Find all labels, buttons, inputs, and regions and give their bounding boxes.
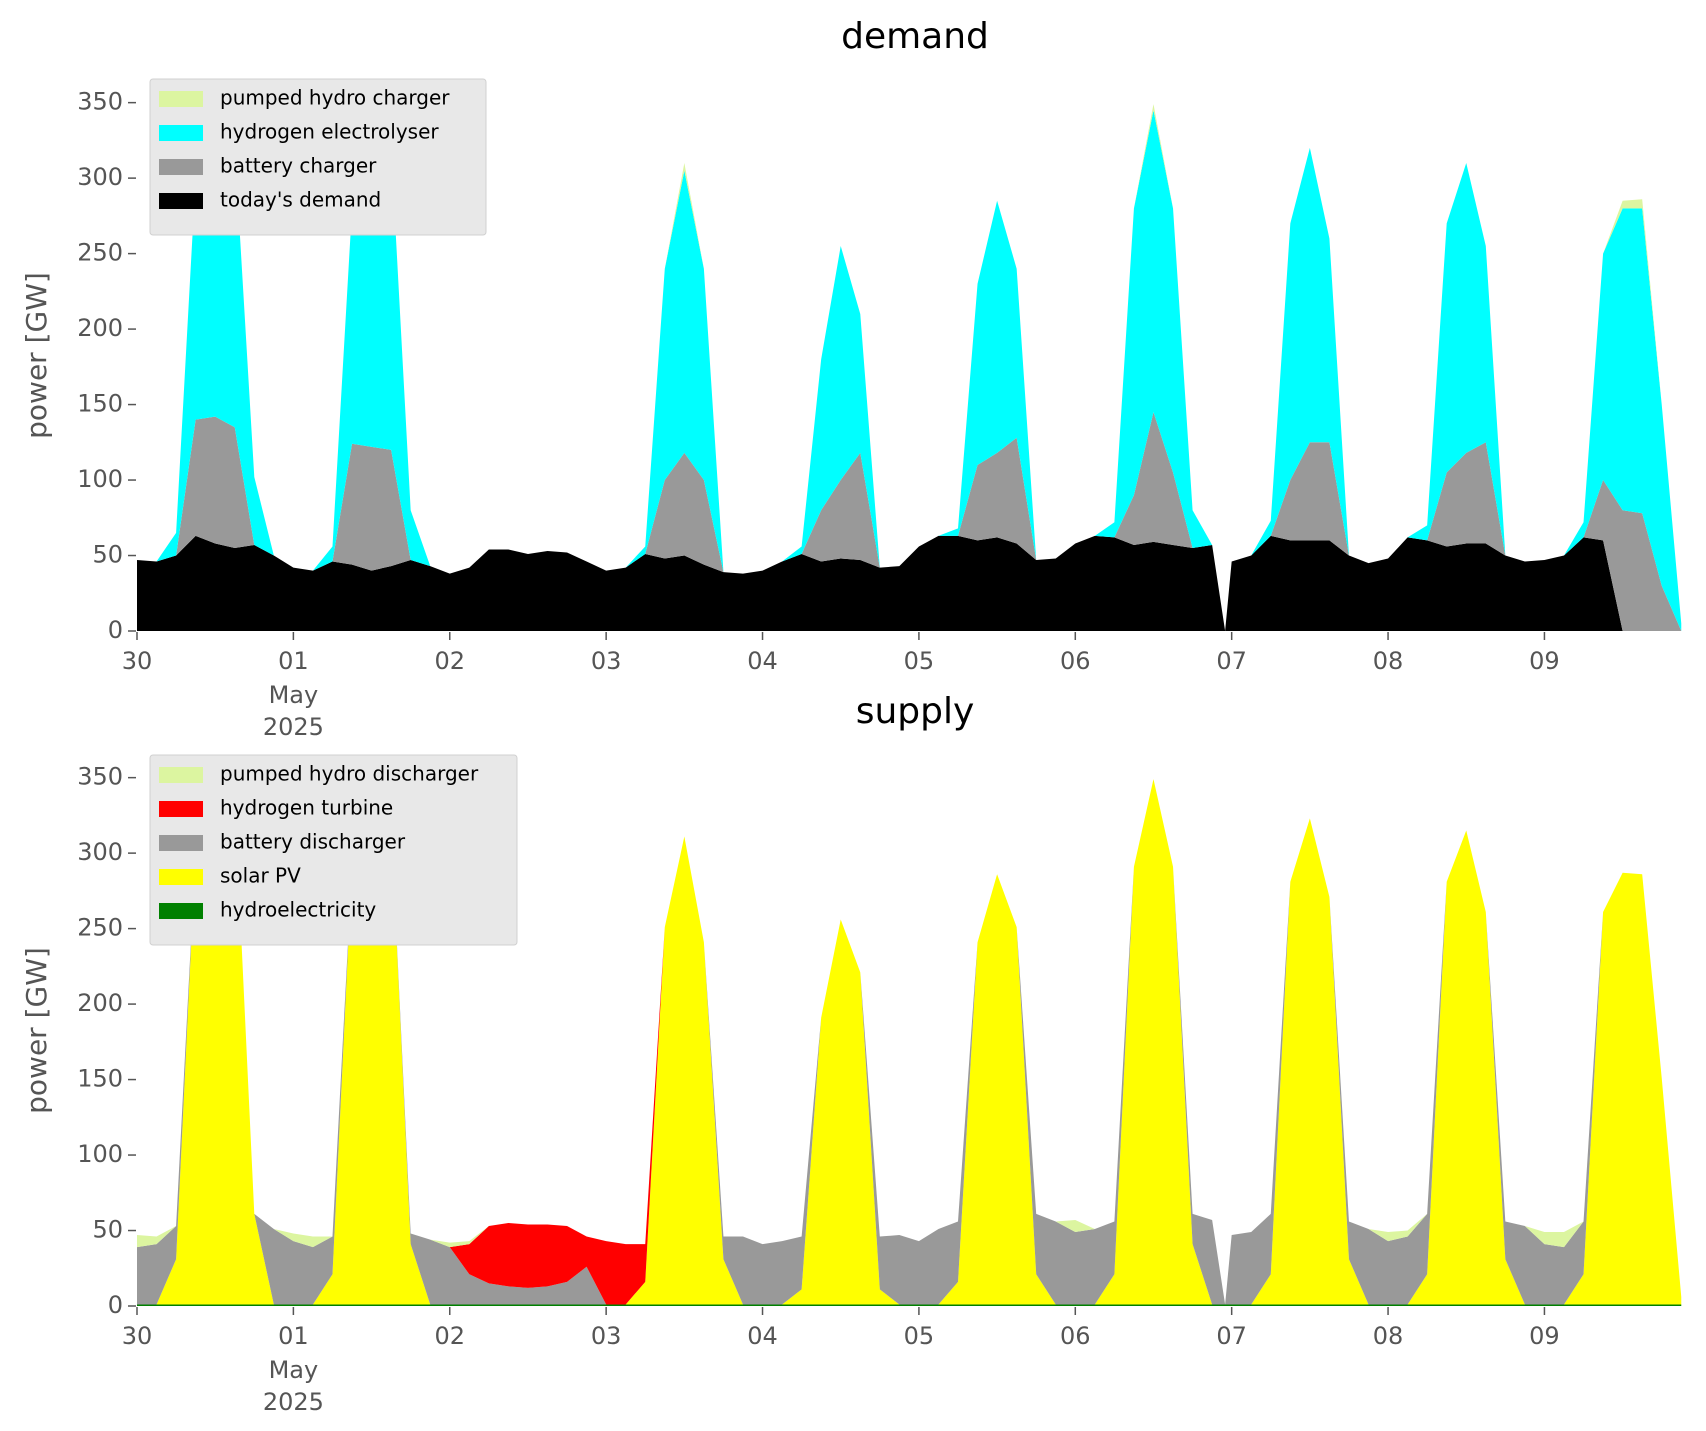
- y-tick-label: 50: [92, 1216, 123, 1244]
- x-tick-label: 07: [1216, 647, 1247, 675]
- x-tick-label: 03: [591, 1322, 622, 1350]
- x-tick-label: 09: [1529, 1322, 1560, 1350]
- legend-label: solar PV: [220, 864, 301, 888]
- area: [137, 776, 1682, 1305]
- legend-frame: [149, 78, 487, 236]
- legend-swatch: [159, 767, 203, 783]
- area: [137, 1304, 1682, 1306]
- legend-frame: [149, 754, 518, 946]
- x-tick-label: 09: [1529, 647, 1560, 675]
- y-tick-label: 350: [77, 88, 123, 116]
- y-axis-label: power [GW]: [20, 947, 53, 1114]
- chart-title: supply: [856, 691, 975, 732]
- y-tick-label: 50: [92, 541, 123, 569]
- y-tick-label: 250: [77, 914, 123, 942]
- legend-swatch: [159, 125, 203, 141]
- x-tick-label: 06: [1060, 647, 1091, 675]
- x-offset-year: 2025: [263, 713, 324, 741]
- legend-swatch: [159, 801, 203, 817]
- legend: pumped hydro discharger hydrogen turbine b…: [149, 754, 518, 946]
- x-tick-label: 06: [1060, 1322, 1091, 1350]
- legend-swatch: [159, 869, 203, 885]
- legend-swatch: [159, 835, 203, 851]
- x-tick-label: 03: [591, 647, 622, 675]
- x-tick-label: 02: [434, 1322, 465, 1350]
- legend-label: battery discharger: [220, 830, 406, 854]
- legend-swatch: [159, 903, 203, 919]
- legend-swatch: [159, 91, 203, 107]
- legend-label: hydrogen electrolyser: [220, 120, 439, 144]
- area: [137, 110, 1682, 631]
- x-tick-label: 02: [434, 647, 465, 675]
- legend-label: today's demand: [220, 188, 381, 212]
- y-tick-label: 150: [77, 390, 123, 418]
- x-tick-label: 08: [1373, 647, 1404, 675]
- y-tick-label: 200: [77, 314, 123, 342]
- y-tick-label: 100: [77, 1140, 123, 1168]
- legend-label: pumped hydro discharger: [220, 762, 479, 786]
- x-offset-year: 2025: [263, 1388, 324, 1416]
- y-tick-label: 100: [77, 465, 123, 493]
- x-tick-label: 04: [747, 1322, 778, 1350]
- x-tick-label: 05: [904, 647, 935, 675]
- legend-label: hydrogen turbine: [220, 796, 393, 820]
- legend-label: hydroelectricity: [220, 898, 376, 922]
- y-axis-label: power [GW]: [20, 272, 53, 439]
- x-offset-month: May: [269, 1356, 319, 1384]
- x-tick-label: 01: [278, 1322, 309, 1350]
- legend-label: battery charger: [220, 154, 377, 178]
- chart-title: demand: [841, 16, 989, 57]
- y-tick-label: 300: [77, 838, 123, 866]
- legend-label: pumped hydro charger: [220, 86, 450, 110]
- x-tick-label: 30: [122, 647, 153, 675]
- x-tick-label: 01: [278, 647, 309, 675]
- y-tick-label: 150: [77, 1065, 123, 1093]
- x-offset-month: May: [269, 681, 319, 709]
- legend-swatch: [159, 193, 203, 209]
- x-tick-label: 08: [1373, 1322, 1404, 1350]
- y-tick-label: 0: [108, 616, 123, 644]
- x-tick-label: 04: [747, 647, 778, 675]
- area: [137, 535, 1682, 631]
- legend-swatch: [159, 159, 203, 175]
- y-tick-label: 0: [108, 1291, 123, 1319]
- y-tick-label: 250: [77, 239, 123, 267]
- x-tick-label: 07: [1216, 1322, 1247, 1350]
- y-tick-label: 200: [77, 989, 123, 1017]
- legend: pumped hydro charger hydrogen electrolyse…: [149, 78, 487, 236]
- x-tick-label: 05: [904, 1322, 935, 1350]
- x-tick-label: 30: [122, 1322, 153, 1350]
- y-tick-label: 350: [77, 763, 123, 791]
- area: [137, 776, 1682, 1305]
- y-tick-label: 300: [77, 163, 123, 191]
